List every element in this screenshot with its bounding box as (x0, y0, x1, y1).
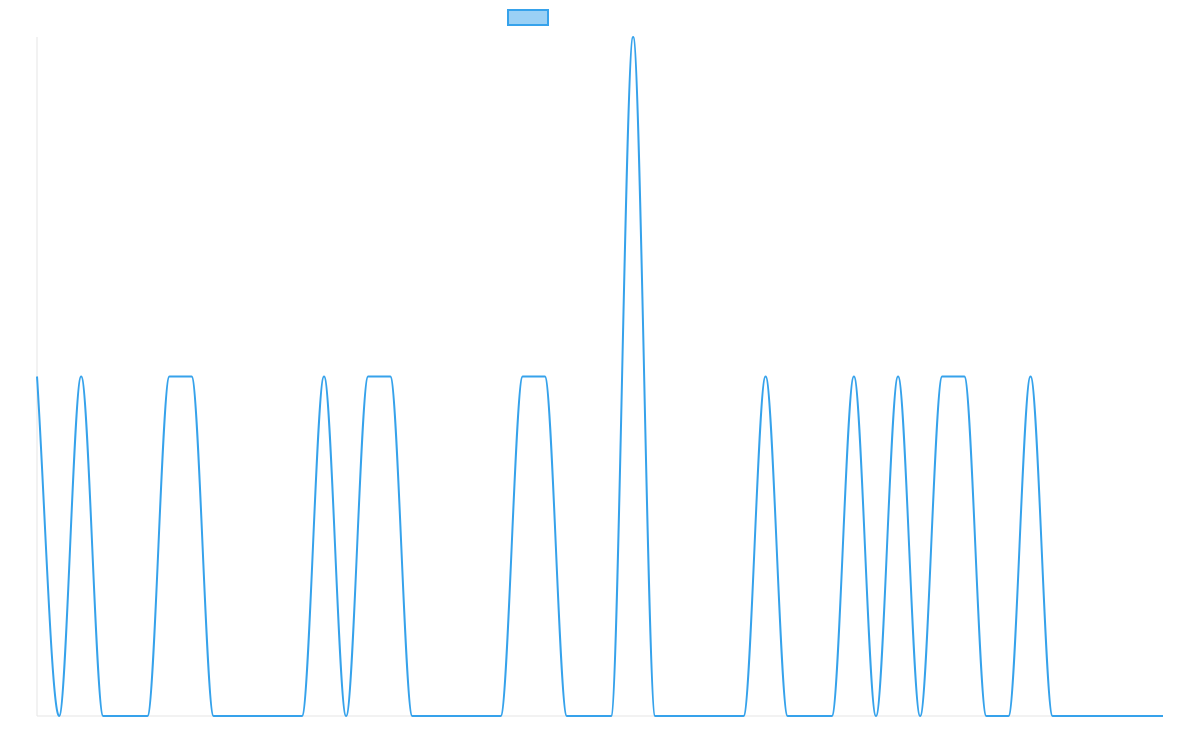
data-point[interactable] (386, 373, 394, 381)
data-point[interactable] (1115, 712, 1123, 720)
data-point[interactable] (916, 712, 924, 720)
data-point[interactable] (408, 712, 416, 720)
legend-swatch[interactable] (507, 9, 549, 26)
data-point[interactable] (1004, 712, 1012, 720)
data-point[interactable] (475, 712, 483, 720)
data-point[interactable] (33, 373, 41, 381)
data-point[interactable] (364, 373, 372, 381)
data-point[interactable] (1071, 712, 1079, 720)
data-point[interactable] (452, 712, 460, 720)
data-point[interactable] (121, 712, 129, 720)
data-point[interactable] (585, 712, 593, 720)
data-point[interactable] (276, 712, 284, 720)
data-point[interactable] (77, 373, 85, 381)
data-point[interactable] (894, 373, 902, 381)
series-layer (33, 33, 1167, 720)
data-point[interactable] (541, 373, 549, 381)
data-point[interactable] (1027, 373, 1035, 381)
data-point[interactable] (320, 373, 328, 381)
data-point[interactable] (607, 712, 615, 720)
data-point[interactable] (740, 712, 748, 720)
data-point[interactable] (982, 712, 990, 720)
data-point[interactable] (342, 712, 350, 720)
data-point[interactable] (563, 712, 571, 720)
data-point[interactable] (165, 373, 173, 381)
data-point[interactable] (1159, 712, 1167, 720)
data-point[interactable] (210, 712, 218, 720)
data-point[interactable] (850, 373, 858, 381)
series-line (36, 36, 1163, 717)
data-point[interactable] (717, 712, 725, 720)
data-point[interactable] (232, 712, 240, 720)
data-point[interactable] (1137, 712, 1145, 720)
data-point[interactable] (695, 712, 703, 720)
data-point[interactable] (828, 712, 836, 720)
data-point[interactable] (188, 373, 196, 381)
data-point[interactable] (1093, 712, 1101, 720)
data-point[interactable] (298, 712, 306, 720)
data-point[interactable] (143, 712, 151, 720)
data-point[interactable] (784, 712, 792, 720)
data-point[interactable] (762, 373, 770, 381)
data-point[interactable] (1049, 712, 1057, 720)
data-point[interactable] (99, 712, 107, 720)
data-point[interactable] (960, 373, 968, 381)
data-point[interactable] (55, 712, 63, 720)
data-point[interactable] (430, 712, 438, 720)
data-point[interactable] (651, 712, 659, 720)
data-point[interactable] (673, 712, 681, 720)
data-point[interactable] (254, 712, 262, 720)
data-point[interactable] (872, 712, 880, 720)
legend[interactable] (507, 9, 549, 26)
data-point[interactable] (519, 373, 527, 381)
data-point[interactable] (806, 712, 814, 720)
data-point[interactable] (629, 33, 637, 41)
data-point[interactable] (497, 712, 505, 720)
data-point[interactable] (938, 373, 946, 381)
